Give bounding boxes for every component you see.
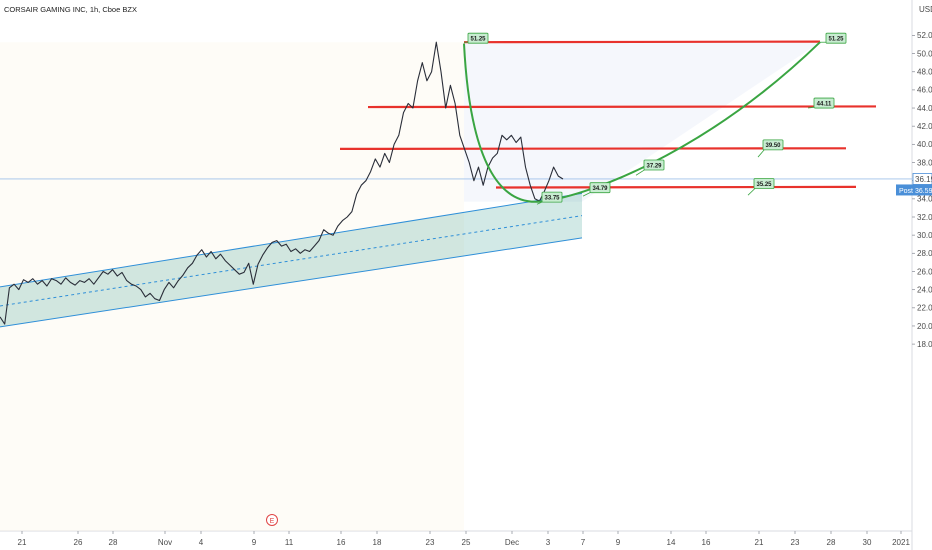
price-tick-label: 52.00	[917, 31, 932, 40]
price-tick-label: 30.00	[917, 231, 932, 240]
price-axis[interactable]: 18.00 20.00 22.00 24.00 26.00 28.00 30.00 32.00…	[896, 31, 932, 349]
level-line[interactable]	[367, 105, 877, 109]
price-tick-label: 22.00	[917, 304, 932, 313]
price-tick-label: 20.00	[917, 322, 932, 331]
time-axis[interactable]: 21 26 28 Nov 4 9 11 16 18 23 25 Dec 3 7 9 14 16 21 23 28 30 2…	[18, 531, 911, 547]
level-line[interactable]	[495, 185, 857, 189]
currency-label: USD	[919, 5, 932, 14]
annotation-label: 44.11	[817, 101, 832, 107]
channel-fill	[0, 193, 582, 327]
time-tick-label: 16	[702, 538, 711, 547]
price-tick-label: 38.00	[917, 158, 932, 167]
level-line[interactable]	[339, 147, 847, 150]
time-tick-label: Nov	[158, 538, 172, 547]
svg-text:E: E	[270, 518, 275, 525]
time-tick-label: 2021	[892, 538, 910, 547]
price-tick-label: 40.00	[917, 140, 932, 149]
time-tick-label: 16	[337, 538, 346, 547]
annotation-label-box[interactable]	[643, 159, 665, 171]
time-tick-label: 9	[252, 538, 257, 547]
background-shading	[0, 42, 464, 532]
post-market-label: Post 36.59	[899, 188, 932, 195]
price-tick-label: 24.00	[917, 285, 932, 294]
annotation-label: 35.25	[756, 182, 772, 188]
time-tick-label: 18	[373, 538, 382, 547]
price-tick-label: 44.00	[917, 104, 932, 113]
time-tick-label: 11	[285, 538, 294, 547]
time-tick-label: 26	[74, 538, 83, 547]
time-tick-label: 7	[581, 538, 586, 547]
price-tick-label: 42.00	[917, 122, 932, 131]
price-tick-label: 32.00	[917, 213, 932, 222]
chart-title: CORSAIR GAMING INC, 1h, Cboe BZX	[4, 5, 137, 14]
last-price-value: 36.19	[915, 175, 932, 184]
annotation-label: 37.29	[646, 163, 662, 169]
channel-middle-line[interactable]	[0, 215, 583, 307]
time-tick-label: 30	[863, 538, 872, 547]
price-tick-label: 48.00	[917, 68, 932, 77]
annotation-label: 51.25	[470, 37, 486, 43]
channel-upper-line[interactable]	[0, 192, 583, 288]
price-tick-label: 28.00	[917, 249, 932, 258]
annotation-label-box[interactable]	[467, 32, 489, 44]
time-tick-label: Dec	[505, 538, 519, 547]
time-tick-label: 14	[667, 538, 676, 547]
cup-region-fill	[464, 42, 820, 202]
time-tick-label: 23	[426, 538, 435, 547]
price-tick-label: 26.00	[917, 267, 932, 276]
annotation-label: 34.79	[592, 186, 608, 192]
time-tick-label: 25	[462, 538, 471, 547]
time-tick-label: 3	[546, 538, 551, 547]
price-tick-label: 46.00	[917, 86, 932, 95]
level-line[interactable]	[463, 40, 821, 44]
annotation-label-box[interactable]	[589, 182, 611, 194]
price-tick-label: 50.00	[917, 49, 932, 58]
post-market-badge	[896, 184, 932, 196]
time-tick-label: 21	[755, 538, 764, 547]
price-tick-label: 34.00	[917, 195, 932, 204]
annotation-label: 33.75	[544, 195, 560, 201]
time-tick-label: 21	[18, 538, 27, 547]
earnings-icon[interactable]: E	[266, 514, 278, 526]
price-tick-label: 18.00	[917, 340, 932, 349]
price-series-line[interactable]	[0, 41, 564, 325]
channel-lower-line[interactable]	[0, 237, 583, 328]
time-tick-label: 9	[616, 538, 621, 547]
annotation-label-box[interactable]	[825, 32, 847, 44]
time-tick-label: 4	[199, 538, 204, 547]
annotation-label-box[interactable]	[541, 191, 563, 203]
annotation-label: 51.25	[828, 37, 844, 43]
annotation-label: 39.50	[765, 143, 781, 149]
time-tick-label: 23	[791, 538, 800, 547]
time-tick-label: 28	[109, 538, 118, 547]
annotation-label-box[interactable]	[753, 178, 775, 189]
time-tick-label: 28	[827, 538, 836, 547]
annotation-label-box[interactable]	[813, 97, 835, 109]
annotation-label-box[interactable]	[762, 139, 784, 151]
